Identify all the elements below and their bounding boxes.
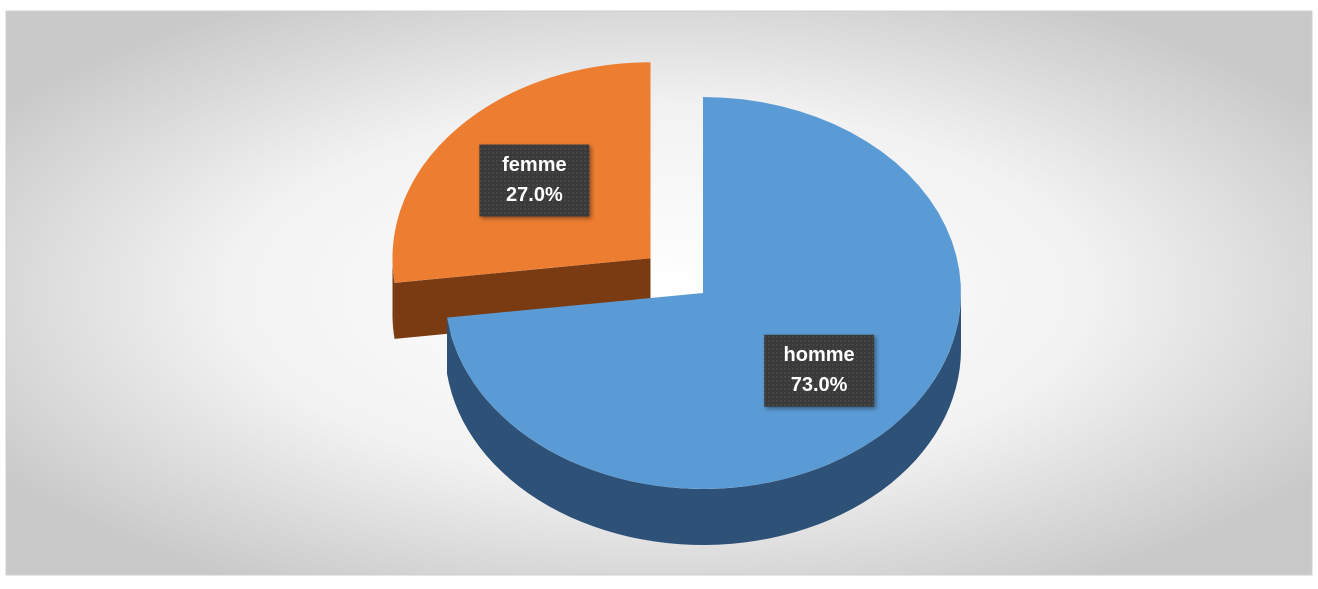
data-label-category: homme [784, 344, 855, 366]
data-label-value: 27.0% [506, 184, 563, 206]
data-label-box [479, 144, 590, 217]
plot: homme 73.0% femme 27.0% [392, 62, 961, 545]
data-label-box [764, 334, 875, 407]
data-label-category: femme [502, 154, 566, 176]
data-label-value: 73.0% [791, 374, 848, 396]
slice-side [392, 258, 395, 339]
slice-side [447, 293, 961, 545]
